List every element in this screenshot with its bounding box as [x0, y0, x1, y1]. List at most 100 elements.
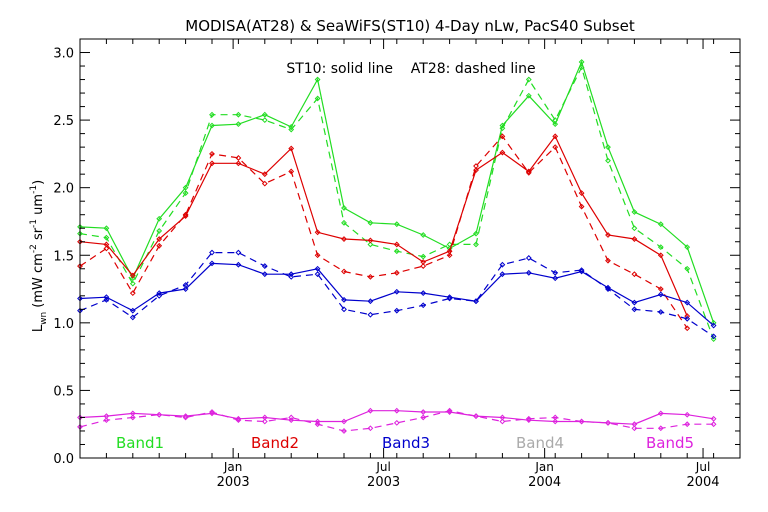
band5-dashed-point — [446, 407, 453, 414]
band5-solid-point — [710, 415, 717, 422]
band3-solid-point — [446, 294, 453, 301]
band2-dashed-point — [235, 155, 242, 161]
band1-solid-point — [420, 232, 427, 238]
y-axis-label-text: Lwn (mW cm-2 sr-1 um-1) — [29, 180, 49, 332]
band3-solid-point — [657, 291, 664, 298]
band1-dashed-point — [235, 111, 242, 118]
band5-dashed-point — [209, 409, 215, 415]
band1-solid-point — [341, 205, 347, 211]
band2-dashed-point — [684, 325, 691, 332]
band5-solid-point — [288, 417, 295, 424]
band3-dashed-point — [314, 271, 321, 278]
band5-solid-point — [393, 407, 400, 414]
band3-solid-point — [552, 275, 559, 282]
band3-solid-point — [631, 299, 638, 306]
x-tick-year-label: 2003 — [367, 475, 400, 490]
band2-solid-point — [552, 133, 559, 140]
y-label-sub: wn — [39, 312, 49, 325]
band3-dashed-point — [129, 314, 136, 321]
band2-dashed-point — [367, 273, 374, 280]
band5-solid-point — [657, 410, 664, 417]
band3-dashed-point — [182, 282, 189, 288]
y-label-rest: (mW cm — [31, 253, 46, 312]
band1-solid-point — [684, 244, 691, 251]
band1-dashed-point — [473, 241, 479, 248]
legend-entry-band3: Band3 — [382, 434, 430, 452]
band1-solid-point — [393, 221, 400, 228]
band5-dashed-point — [288, 414, 295, 421]
y-label-end: um — [31, 194, 46, 219]
band3-solid-point — [235, 261, 242, 268]
band2-solid-point — [235, 160, 242, 167]
band3-dashed-point — [657, 309, 664, 315]
band1-solid-point — [473, 230, 479, 237]
band3-solid-point — [314, 265, 321, 272]
band2-solid-point — [578, 190, 585, 196]
band1-dashed-point — [631, 225, 638, 232]
band2-dashed-point — [129, 290, 136, 297]
legend-entry-band2: Band2 — [251, 434, 299, 452]
band5-dashed-point — [261, 418, 268, 425]
band2-dashed-point — [631, 271, 638, 278]
band2-dashed-point — [261, 180, 268, 187]
band5-dashed-point — [420, 414, 427, 421]
band5-solid-point — [341, 418, 347, 425]
band1-solid-point — [525, 92, 532, 99]
band2-dashed-point — [499, 133, 506, 140]
band2-dashed-point — [446, 252, 453, 259]
band5-dashed-point — [525, 415, 532, 422]
band3-dashed-point — [288, 273, 295, 280]
band1-solid-point — [631, 209, 638, 215]
band5-dashed-point — [605, 419, 611, 426]
band1-solid-point — [182, 184, 189, 191]
y-tick-label: 3.0 — [53, 47, 74, 62]
x-tick-year-label: 2004 — [528, 475, 561, 490]
y-tick-label: 0.0 — [53, 452, 74, 467]
band3-solid-point — [341, 296, 347, 303]
band2-solid-point — [393, 241, 400, 248]
band2-solid-point — [499, 149, 506, 156]
band3-solid-point — [182, 286, 189, 292]
band1-dashed-point — [393, 248, 400, 255]
band1-solid-point — [129, 275, 136, 282]
band1-dashed-point — [446, 241, 453, 248]
band3-dashed-point — [605, 286, 611, 292]
band2-dashed-point — [314, 252, 321, 259]
band3-dashed-point — [341, 306, 347, 313]
band5-dashed-point — [657, 425, 664, 432]
legend-entry-band1: Band1 — [116, 434, 164, 452]
band5-solid-point — [235, 415, 242, 422]
band3-dashed-point — [631, 306, 638, 313]
band3-dashed-point — [525, 255, 532, 261]
band3-solid-point — [684, 299, 691, 306]
band5-dashed-point — [182, 414, 189, 421]
band3-solid-point — [367, 298, 374, 305]
band1-dashed-point — [209, 111, 215, 118]
band3-dashed-point — [235, 249, 242, 256]
band2-solid-point — [261, 171, 268, 178]
band3-solid-point — [156, 290, 163, 297]
band5-dashed-point — [631, 425, 638, 432]
band2-dashed-point — [552, 144, 559, 151]
band2-dashed-point — [288, 168, 295, 175]
x-tick-month-label: Jul — [375, 460, 390, 474]
band2-dashed-line — [79, 135, 688, 329]
y-tick-label: 1.5 — [53, 249, 74, 264]
band5-solid-point — [552, 418, 559, 425]
band1-dashed-point — [525, 76, 532, 83]
y-tick-label: 1.0 — [53, 317, 74, 332]
band2-dashed-point — [103, 245, 110, 252]
band5-dashed-point — [473, 413, 479, 420]
band1-dashed-point — [103, 234, 110, 241]
band1-solid-point — [261, 111, 268, 118]
y-label-exp2: -1 — [29, 219, 39, 228]
y-label-exp1: -2 — [29, 244, 39, 253]
axes: 0.00.51.01.52.02.53.0Jan2003Jul2003Jan20… — [53, 38, 741, 490]
band3-solid-point — [129, 307, 136, 314]
band2-dashed-point — [657, 286, 664, 292]
band3-solid-point — [288, 271, 295, 278]
band1-dashed-point — [314, 95, 321, 102]
plot-area — [77, 59, 717, 434]
